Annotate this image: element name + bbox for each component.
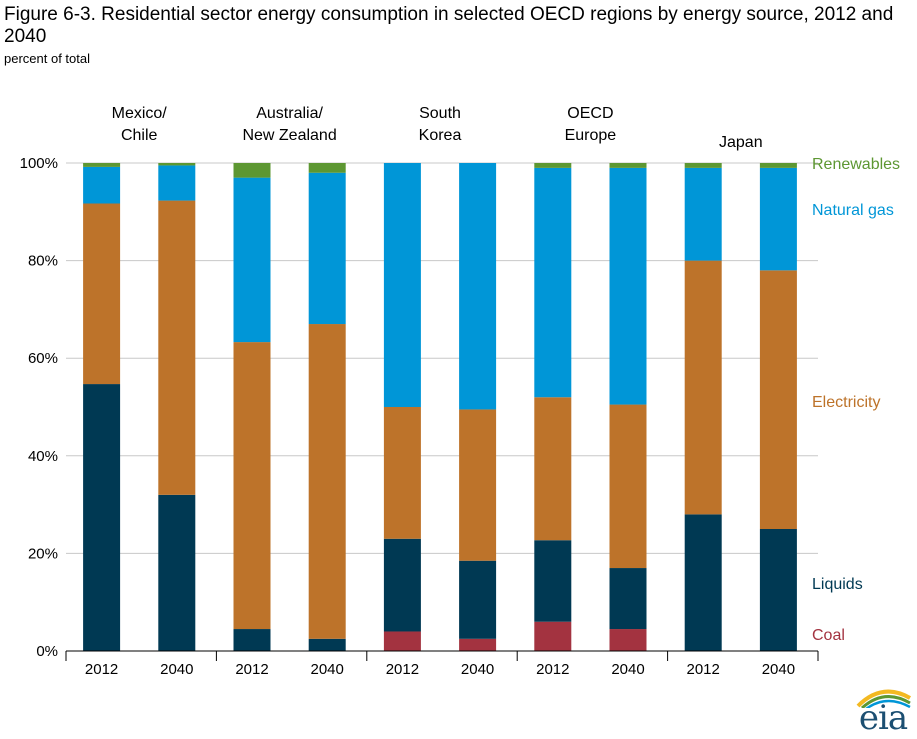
- bar-segment: [609, 568, 647, 630]
- bar-segment: [83, 203, 121, 385]
- bar-segment: [759, 163, 797, 168]
- bar-segment: [534, 397, 572, 541]
- logo-text: eia: [858, 698, 908, 738]
- bar-segment: [609, 404, 647, 569]
- x-tick-label: 2040: [611, 661, 644, 678]
- chart-subtitle: percent of total: [4, 51, 90, 66]
- x-tick-label: 2012: [536, 661, 569, 678]
- group-label: OECD: [567, 105, 613, 122]
- x-tick-label: 2012: [235, 661, 268, 678]
- group-label: Australia/: [256, 105, 323, 122]
- bar-segment: [534, 167, 572, 398]
- y-tick-label: 100%: [20, 155, 58, 172]
- bar-segment: [83, 163, 121, 167]
- bar-segment: [233, 629, 271, 651]
- group-label: Mexico/: [112, 105, 168, 122]
- legend-label: Natural gas: [812, 202, 894, 219]
- y-tick-label: 80%: [28, 253, 58, 270]
- bar-segment: [308, 324, 346, 639]
- x-tick-label: 2012: [85, 661, 118, 678]
- bar-segment: [158, 165, 196, 201]
- bar-segment: [609, 167, 647, 405]
- bar-segment: [383, 407, 421, 539]
- bar-segment: [158, 163, 196, 166]
- bar-segment: [83, 166, 121, 204]
- bar-segment: [684, 260, 722, 515]
- bar-segment: [534, 163, 572, 168]
- y-tick-label: 0%: [36, 643, 58, 660]
- x-tick-label: 2040: [311, 661, 344, 678]
- bar-segment: [459, 409, 497, 561]
- bar-segment: [308, 638, 346, 651]
- logo-arc-icon: [856, 689, 911, 708]
- bar-segment: [83, 384, 121, 651]
- bar-segment: [308, 172, 346, 325]
- bar-segment: [534, 621, 572, 651]
- group-label: Chile: [121, 127, 158, 144]
- legend-label: Renewables: [812, 156, 900, 173]
- bar-segment: [233, 177, 271, 343]
- bar-segment: [684, 163, 722, 168]
- bar-segment: [459, 163, 497, 410]
- legend-label: Electricity: [812, 394, 880, 411]
- bar-segment: [459, 638, 497, 651]
- bar-segment: [383, 538, 421, 632]
- bar-segment: [609, 163, 647, 168]
- bar-segment: [459, 560, 497, 639]
- bar-segment: [158, 200, 196, 495]
- x-tick-label: 2040: [762, 661, 795, 678]
- chart-title: Figure 6-3. Residential sector energy co…: [4, 4, 894, 47]
- bar-segment: [684, 514, 722, 651]
- group-label: Japan: [719, 134, 763, 151]
- x-tick-label: 2012: [687, 661, 720, 678]
- legend-label: Coal: [812, 627, 845, 644]
- y-tick-label: 40%: [28, 448, 58, 465]
- y-tick-label: 20%: [28, 545, 58, 562]
- group-label: Europe: [565, 127, 617, 144]
- group-label: South: [419, 105, 461, 122]
- bar-segment: [383, 631, 421, 651]
- bar-segment: [233, 163, 271, 178]
- bar-segment: [609, 629, 647, 651]
- bar-segment: [534, 540, 572, 622]
- x-tick-label: 2040: [461, 661, 494, 678]
- x-tick-label: 2040: [160, 661, 193, 678]
- bar-segment: [383, 163, 421, 407]
- bar-segment: [158, 494, 196, 651]
- bar-segment: [233, 342, 271, 630]
- eia-logo: eia: [852, 684, 914, 738]
- bar-segment: [759, 270, 797, 529]
- x-tick-label: 2012: [386, 661, 419, 678]
- bar-segment: [759, 529, 797, 651]
- bar-segment: [308, 163, 346, 173]
- group-label: New Zealand: [242, 127, 336, 144]
- y-tick-label: 60%: [28, 350, 58, 367]
- legend-label: Liquids: [812, 576, 863, 593]
- bar-segment: [684, 167, 722, 261]
- bar-segment: [759, 167, 797, 271]
- group-label: Korea: [419, 127, 462, 144]
